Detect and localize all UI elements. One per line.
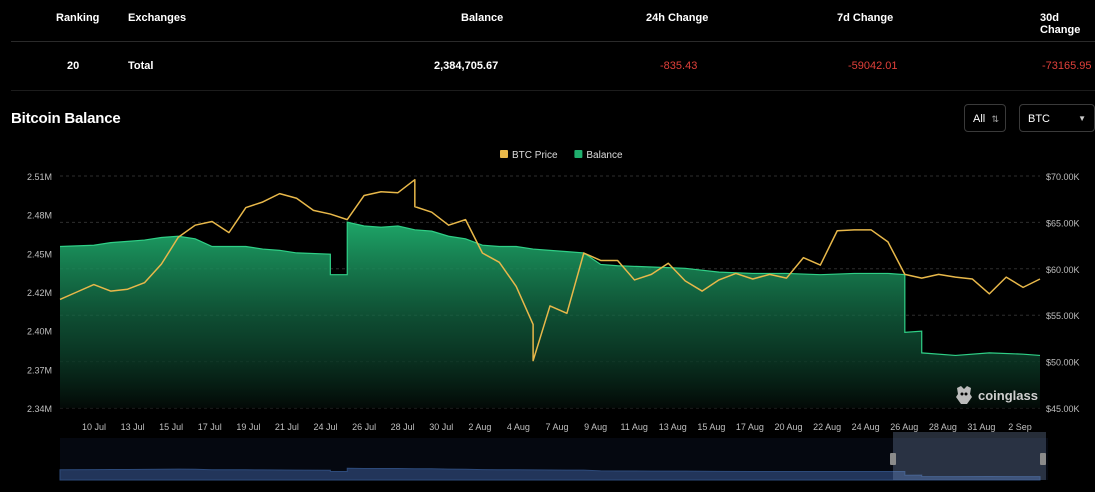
exchange-balance-table: Ranking Exchanges Balance 24h Change 7d … xyxy=(11,0,1095,91)
cell-30d-change: -73165.95 xyxy=(1042,60,1092,72)
asset-select[interactable]: BTC ▼ xyxy=(1019,104,1095,132)
axes: $45.00K $50.00K $55.00K $60.00K $65.00K $70.0… xyxy=(27,172,1080,432)
y-left-tick-label: 2.40M xyxy=(27,327,52,337)
cell-7d-change: -59042.01 xyxy=(848,60,898,72)
x-tick-label: 21 Jul xyxy=(275,422,299,432)
x-tick-label: 22 Aug xyxy=(813,422,841,432)
balance-area xyxy=(60,222,1040,408)
x-tick-label: 20 Aug xyxy=(774,422,802,432)
navigator-handle-left xyxy=(890,453,896,465)
brand-name: coinglass xyxy=(978,387,1038,403)
x-tick-label: 26 Jul xyxy=(352,422,376,432)
x-tick-label: 19 Jul xyxy=(236,422,260,432)
legend-swatch-1 xyxy=(574,150,583,158)
balance-line xyxy=(59,221,1041,357)
y-right-tick-label: $50.00K xyxy=(1046,358,1080,368)
chart-legend: BTC Price Balance xyxy=(500,150,623,161)
y-right-tick-label: $70.00K xyxy=(1046,172,1080,182)
y-left-tick-label: 2.34M xyxy=(27,404,52,414)
header-7d-change[interactable]: 7d Change xyxy=(837,12,894,24)
header-30d-change[interactable]: 30d Change xyxy=(1040,12,1081,36)
x-tick-label: 13 Jul xyxy=(121,422,145,432)
y-right-tick-label: $65.00K xyxy=(1046,218,1080,228)
x-tick-label: 9 Aug xyxy=(584,422,607,432)
y-left-tick-label: 2.45M xyxy=(27,249,52,259)
x-tick-label: 24 Jul xyxy=(313,422,337,432)
cell-ranking: 20 xyxy=(67,60,80,72)
x-tick-label: 7 Aug xyxy=(545,422,568,432)
range-select-value: All xyxy=(973,113,986,125)
brand-logo: coinglass xyxy=(955,385,1038,405)
header-ranking[interactable]: Ranking xyxy=(56,12,100,24)
cell-exchange: Total xyxy=(128,60,154,72)
legend-label-0: BTC Price xyxy=(512,150,558,161)
x-tick-label: 24 Aug xyxy=(852,422,880,432)
header-exchanges[interactable]: Exchanges xyxy=(128,12,187,24)
x-tick-label: 15 Jul xyxy=(159,422,183,432)
y-left-tick-label: 2.37M xyxy=(27,365,52,375)
x-tick-label: 31 Aug xyxy=(967,422,995,432)
x-tick-label: 2 Sep xyxy=(1008,422,1032,432)
range-select[interactable]: All ⇅ xyxy=(964,104,1006,132)
y-left-tick-label: 2.48M xyxy=(27,211,52,221)
y-right-tick-label: $55.00K xyxy=(1046,311,1080,321)
x-tick-label: 30 Jul xyxy=(429,422,453,432)
legend-label-1: Balance xyxy=(586,150,623,161)
x-tick-label: 28 Jul xyxy=(391,422,415,432)
x-tick-label: 4 Aug xyxy=(507,422,530,432)
coinglass-logo-icon xyxy=(956,386,972,404)
y-right-tick-label: $60.00K xyxy=(1046,265,1080,275)
plot-area xyxy=(59,178,1041,408)
up-down-chevron-icon: ⇅ xyxy=(991,114,999,124)
table-header: Ranking Exchanges Balance 24h Change 7d … xyxy=(11,0,1095,42)
navigator-selection xyxy=(893,432,1046,480)
y-left-tick-label: 2.51M xyxy=(27,172,52,182)
cell-24h-change: -835.43 xyxy=(660,60,698,72)
asset-select-value: BTC xyxy=(1028,113,1050,125)
btc-price-line xyxy=(59,178,1041,362)
x-tick-label: 13 Aug xyxy=(659,422,687,432)
y-right-tick-label: $45.00K xyxy=(1046,404,1080,414)
x-tick-label: 28 Aug xyxy=(929,422,957,432)
x-tick-label: 26 Aug xyxy=(890,422,918,432)
header-24h-change[interactable]: 24h Change xyxy=(646,12,709,24)
x-tick-label: 10 Jul xyxy=(82,422,106,432)
cell-balance: 2,384,705.67 xyxy=(434,60,499,72)
section-title: Bitcoin Balance xyxy=(11,110,121,127)
x-tick-label: 11 Aug xyxy=(620,422,647,432)
navigator-series xyxy=(59,467,1041,481)
x-tick-label: 2 Aug xyxy=(468,422,491,432)
x-tick-label: 17 Jul xyxy=(198,422,222,432)
x-tick-label: 17 Aug xyxy=(736,422,764,432)
bitcoin-balance-chart[interactable]: BTC Price Balance $45.00K $50.00K $55.00K $6… xyxy=(0,140,1095,492)
x-tick-label: 15 Aug xyxy=(697,422,725,432)
table-row: 20 Total 2,384,705.67 -835.43 -59042.01 … xyxy=(11,42,1095,91)
header-balance[interactable]: Balance xyxy=(461,12,504,24)
caret-down-icon: ▼ xyxy=(1078,114,1086,123)
y-left-tick-label: 2.42M xyxy=(27,288,52,298)
legend-swatch-0 xyxy=(500,150,508,158)
navigator-handle-right xyxy=(1040,453,1046,465)
range-navigator[interactable] xyxy=(59,432,1048,481)
